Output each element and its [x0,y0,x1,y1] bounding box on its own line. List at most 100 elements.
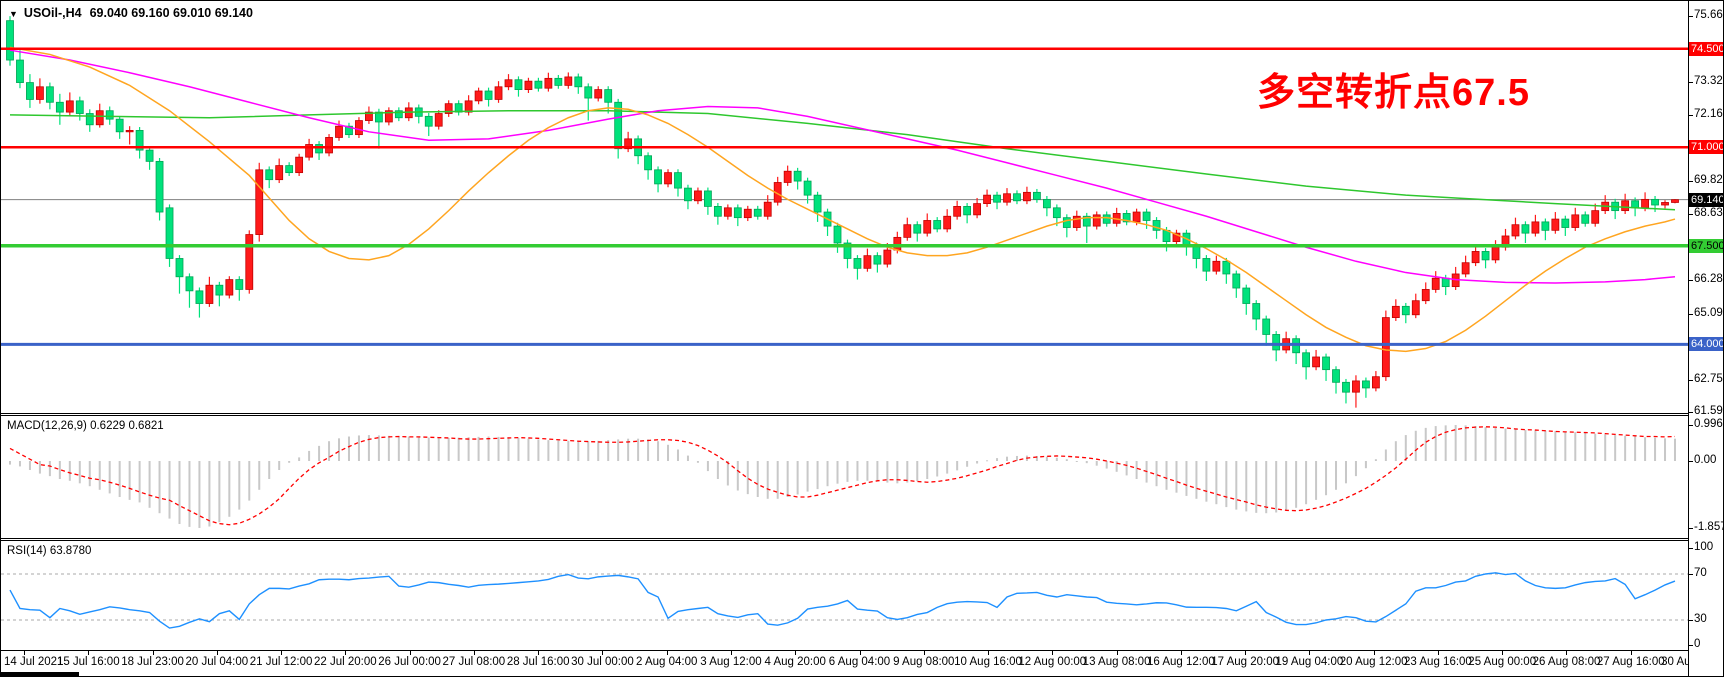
time-label: 13 Aug 08:00 [1082,656,1151,668]
price-axis[interactable]: 75.665 73.320 72.165 69.820 68.630 66.285 65.0… [1688,1,1724,676]
price-tick-label-tick [1689,82,1693,83]
macd-tick-label: 0.00 [1694,454,1717,466]
time-tick [1437,651,1439,655]
rsi-panel[interactable]: RSI(14) 63.8780 [1,541,1688,650]
candle-series [6,16,1679,408]
time-label: 18 Jul 23:00 [121,656,184,668]
rsi-line [9,572,1676,629]
time-label: 28 Jul 16:00 [506,656,570,668]
macd-chart[interactable] [1,416,1688,538]
macd-tick-label-tick [1689,425,1693,427]
time-label: 22 Jul 20:00 [314,656,377,668]
time-tick [1309,651,1311,655]
time-tick [281,651,283,655]
price-tick-label: 75.665 [1694,9,1723,21]
time-label: 12 Aug 00:00 [1018,656,1087,668]
price-level-badge: 74.500 [1689,41,1724,56]
time-tick [1116,651,1118,655]
time-label: 20 Jul 04:00 [185,656,249,668]
panel-splitter-macd[interactable] [1,413,1723,416]
price-tick-label: 69.820 [1694,173,1723,186]
time-tick [1502,651,1504,655]
time-label: 26 Aug 08:00 [1532,656,1601,668]
rsi-tick-label-tick [1689,574,1693,575]
price-level-badge: 64.000 [1689,337,1724,352]
price-tick-label: 61.595 [1694,405,1723,417]
ma-slow-green [9,109,1676,211]
price-tick-label-tick [1689,16,1693,17]
rsi-tick-label-tick [1689,620,1693,621]
time-tick [152,651,154,655]
time-label: 9 Aug 08:00 [893,656,955,668]
annotation-text: 多空转折点67.5 [1257,72,1530,114]
symbol-dropdown-arrow[interactable]: ▼ [9,9,18,19]
scrollbar-thumb[interactable] [1,672,79,676]
rsi-tick-label: 100 [1694,541,1714,553]
time-label: 27 Jul 08:00 [442,656,506,668]
macd-tick-label: 0.9964 [1694,418,1723,431]
price-level-badge: 71.000 [1689,140,1724,155]
time-tick [409,651,411,655]
price-tick-label-tick [1689,313,1693,315]
time-label: 3 Aug 12:00 [700,656,762,668]
time-label: 27 Aug 16:00 [1596,656,1665,668]
macd-tick-label-tick [1689,527,1693,529]
panel-splitter-rsi[interactable] [1,538,1723,541]
price-tick-label: 72.165 [1694,107,1723,120]
time-label: 16 Aug 12:00 [1146,656,1215,668]
price-tick-label-tick [1689,114,1693,116]
rsi-tick-label: 70 [1694,567,1707,579]
rsi-tick-label-tick [1689,548,1693,549]
macd-tick-label-tick [1689,461,1693,462]
macd-label: MACD(12,26,9) 0.6229 0.6821 [7,420,164,432]
time-tick [795,651,797,655]
time-axis[interactable]: 14 Jul 2021 15 Jul 16:00 18 Jul 23:00 20 Ju… [1,650,1723,676]
time-label: 6 Aug 04:00 [828,656,891,668]
macd-histogram [9,425,1676,528]
time-tick [345,651,347,655]
price-tick-label-tick [1689,412,1693,413]
time-tick [538,651,540,655]
time-tick [1245,651,1247,655]
time-tick [602,651,604,655]
time-tick [923,651,925,655]
time-tick [1052,651,1054,655]
time-label: 17 Aug 20:00 [1211,656,1280,668]
time-label: 2 Aug 04:00 [635,656,698,668]
price-tick-label-tick [1689,379,1693,381]
rsi-tick-label: 0 [1694,638,1701,650]
time-tick [988,651,990,655]
time-tick [1373,651,1375,655]
time-label: 19 Aug 04:00 [1275,656,1344,668]
chart-header: ▼ USOil-,H4 69.040 69.160 69.010 69.140 [9,6,253,20]
time-label: 15 Jul 16:00 [56,656,120,668]
rsi-tick-label: 30 [1694,613,1707,625]
price-tick-label: 62.750 [1694,372,1723,385]
time-label: 20 Aug 12:00 [1339,656,1408,668]
price-tick-label: 66.285 [1694,273,1723,285]
macd-tick-label: -1.8579 [1694,520,1723,533]
time-label: 14 Jul 2021 [4,656,64,668]
price-chart-panel[interactable]: ▼ USOil-,H4 69.040 69.160 69.010 69.140 多空… [1,1,1688,413]
ma-mid-magenta [9,49,1676,284]
macd-signal-line [9,426,1676,526]
time-tick [666,651,668,655]
time-label: 4 Aug 20:00 [764,656,826,668]
price-tick-label-tick [1689,180,1693,182]
macd-panel[interactable]: MACD(12,26,9) 0.6229 0.6821 [1,416,1688,538]
price-tick-label: 73.320 [1694,75,1723,87]
rsi-chart[interactable] [1,541,1688,650]
time-tick [1180,651,1182,655]
ma-fast-orange [9,46,1676,353]
price-tick-label: 65.095 [1694,306,1723,319]
time-label: 21 Jul 12:00 [249,656,313,668]
price-level-badge: 69.140 [1689,192,1724,207]
price-tick-label-tick [1689,214,1693,215]
time-tick [473,651,475,655]
time-label: 10 Aug 16:00 [954,656,1022,668]
candlestick-chart[interactable] [1,1,1688,413]
time-tick [24,651,25,655]
time-label: 25 Aug 00:00 [1468,656,1537,668]
time-tick [1630,651,1632,655]
